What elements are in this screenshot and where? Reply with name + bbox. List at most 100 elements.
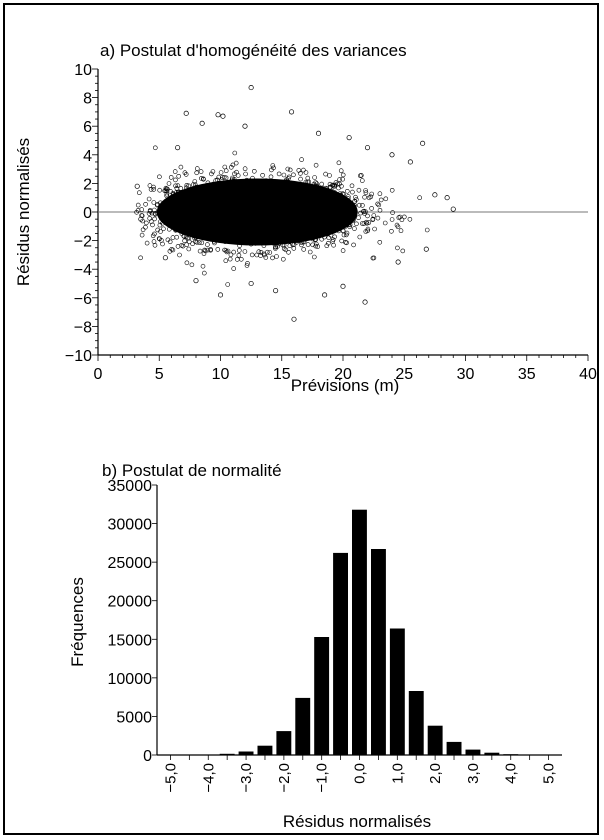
scatter-point: [238, 215, 244, 220]
scatter-point: [246, 186, 251, 192]
scatter-point: [212, 222, 217, 228]
scatter-point: [343, 240, 348, 245]
scatter-point: [398, 228, 404, 233]
scatter-point: [298, 176, 303, 182]
scatter-point: [202, 215, 208, 221]
histogram-bar: [295, 697, 311, 755]
scatter-point: [336, 160, 342, 166]
scatter-point: [303, 215, 308, 221]
scatter-point: [272, 215, 278, 221]
scatter-point: [310, 193, 316, 199]
scatter-y-axis-label: Résidus normalisés: [14, 138, 33, 286]
scatter-point: [344, 230, 350, 236]
scatter-point: [305, 242, 311, 247]
scatter-point: [318, 192, 324, 197]
scatter-point: [203, 223, 209, 229]
scatter-points: [134, 85, 456, 322]
scatter-point: [335, 215, 341, 220]
scatter-point: [260, 173, 265, 178]
scatter-point: [302, 229, 307, 234]
scatter-point: [356, 215, 361, 220]
scatter-point: [248, 183, 254, 188]
scatter-point: [185, 235, 190, 241]
scatter-point: [389, 152, 395, 158]
scatter-point: [242, 225, 248, 230]
scatter-point: [321, 226, 327, 231]
scatter-point: [147, 216, 152, 221]
scatter-point: [164, 199, 169, 204]
scatter-point: [363, 229, 369, 234]
scatter-point: [362, 194, 367, 200]
scatter-point: [174, 234, 179, 240]
scatter-point: [308, 205, 313, 211]
scatter-point: [323, 171, 328, 177]
scatter-point: [290, 205, 295, 211]
scatter-point: [340, 283, 346, 289]
scatter-point: [254, 221, 259, 227]
scatter-point: [261, 235, 267, 240]
scatter-point: [207, 215, 212, 221]
scatter-point: [289, 214, 295, 219]
scatter-point: [228, 190, 234, 195]
scatter-point: [285, 182, 291, 187]
scatter-point: [245, 261, 250, 266]
scatter-point: [357, 234, 363, 240]
scatter-point: [203, 222, 209, 228]
scatter-point: [167, 226, 172, 232]
scatter-point: [224, 193, 229, 198]
scatter-point: [258, 210, 263, 216]
scatter-point: [255, 194, 260, 199]
scatter-point: [273, 212, 278, 217]
scatter-point: [359, 221, 365, 226]
scatter-point: [288, 194, 294, 199]
scatter-point: [169, 199, 175, 204]
scatter-point: [249, 203, 254, 208]
scatter-point: [277, 191, 283, 196]
scatter-point: [237, 227, 243, 233]
scatter-point: [144, 240, 150, 246]
scatter-point: [161, 226, 166, 232]
scatter-point: [160, 241, 165, 247]
scatter-point: [213, 191, 219, 197]
scatter-point: [319, 187, 325, 192]
scatter-point: [332, 190, 338, 195]
scatter-point: [208, 220, 213, 225]
histogram-y-tick-label: 15000: [108, 632, 153, 649]
scatter-point: [340, 176, 345, 182]
scatter-point: [288, 213, 294, 218]
scatter-point: [216, 183, 222, 188]
scatter-point: [370, 217, 376, 222]
scatter-point: [290, 189, 295, 195]
scatter-point: [333, 214, 339, 220]
scatter-x-tick-label: 5: [155, 366, 164, 383]
scatter-point: [215, 112, 221, 118]
scatter-point: [209, 234, 215, 240]
scatter-point: [407, 217, 413, 222]
scatter-point: [253, 241, 258, 246]
scatter-point: [254, 196, 260, 201]
scatter-point: [135, 202, 141, 208]
scatter-point: [296, 233, 302, 238]
scatter-point: [152, 243, 158, 248]
scatter-point: [329, 222, 335, 227]
scatter-point: [259, 227, 264, 233]
scatter-point: [350, 218, 356, 224]
scatter-point: [237, 248, 242, 253]
scatter-point: [340, 248, 346, 253]
scatter-point: [309, 229, 314, 235]
scatter-point: [171, 192, 176, 197]
scatter-point: [254, 252, 260, 258]
scatter-point: [190, 194, 196, 200]
scatter-y-tick-label: −6: [74, 291, 92, 308]
scatter-point: [319, 181, 325, 187]
scatter-point: [211, 230, 216, 235]
scatter-point: [319, 236, 325, 242]
scatter-point: [266, 217, 271, 222]
scatter-point: [151, 187, 156, 192]
scatter-point: [232, 217, 237, 223]
scatter-point: [259, 240, 264, 245]
scatter-point: [315, 200, 321, 205]
scatter-point: [280, 256, 286, 262]
scatter-point: [192, 179, 198, 184]
scatter-point: [168, 175, 174, 180]
